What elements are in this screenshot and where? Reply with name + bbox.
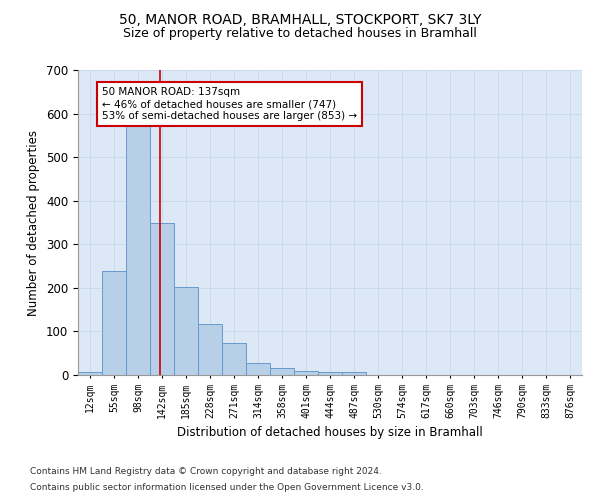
Text: 50 MANOR ROAD: 137sqm
← 46% of detached houses are smaller (747)
53% of semi-det: 50 MANOR ROAD: 137sqm ← 46% of detached … <box>102 88 357 120</box>
X-axis label: Distribution of detached houses by size in Bramhall: Distribution of detached houses by size … <box>177 426 483 439</box>
Text: Contains HM Land Registry data © Crown copyright and database right 2024.: Contains HM Land Registry data © Crown c… <box>30 467 382 476</box>
Text: 50, MANOR ROAD, BRAMHALL, STOCKPORT, SK7 3LY: 50, MANOR ROAD, BRAMHALL, STOCKPORT, SK7… <box>119 12 481 26</box>
Bar <box>318 372 342 375</box>
Bar <box>246 363 270 375</box>
Bar <box>294 371 318 375</box>
Bar <box>270 368 294 375</box>
Text: Size of property relative to detached houses in Bramhall: Size of property relative to detached ho… <box>123 28 477 40</box>
Bar <box>222 343 246 375</box>
Bar <box>150 222 174 375</box>
Bar <box>126 118 150 375</box>
Bar <box>102 272 126 375</box>
Text: Contains public sector information licensed under the Open Government Licence v3: Contains public sector information licen… <box>30 483 424 492</box>
Bar <box>342 372 366 375</box>
Bar <box>174 286 198 375</box>
Bar <box>78 372 102 375</box>
Bar <box>198 324 222 375</box>
Y-axis label: Number of detached properties: Number of detached properties <box>28 130 40 316</box>
